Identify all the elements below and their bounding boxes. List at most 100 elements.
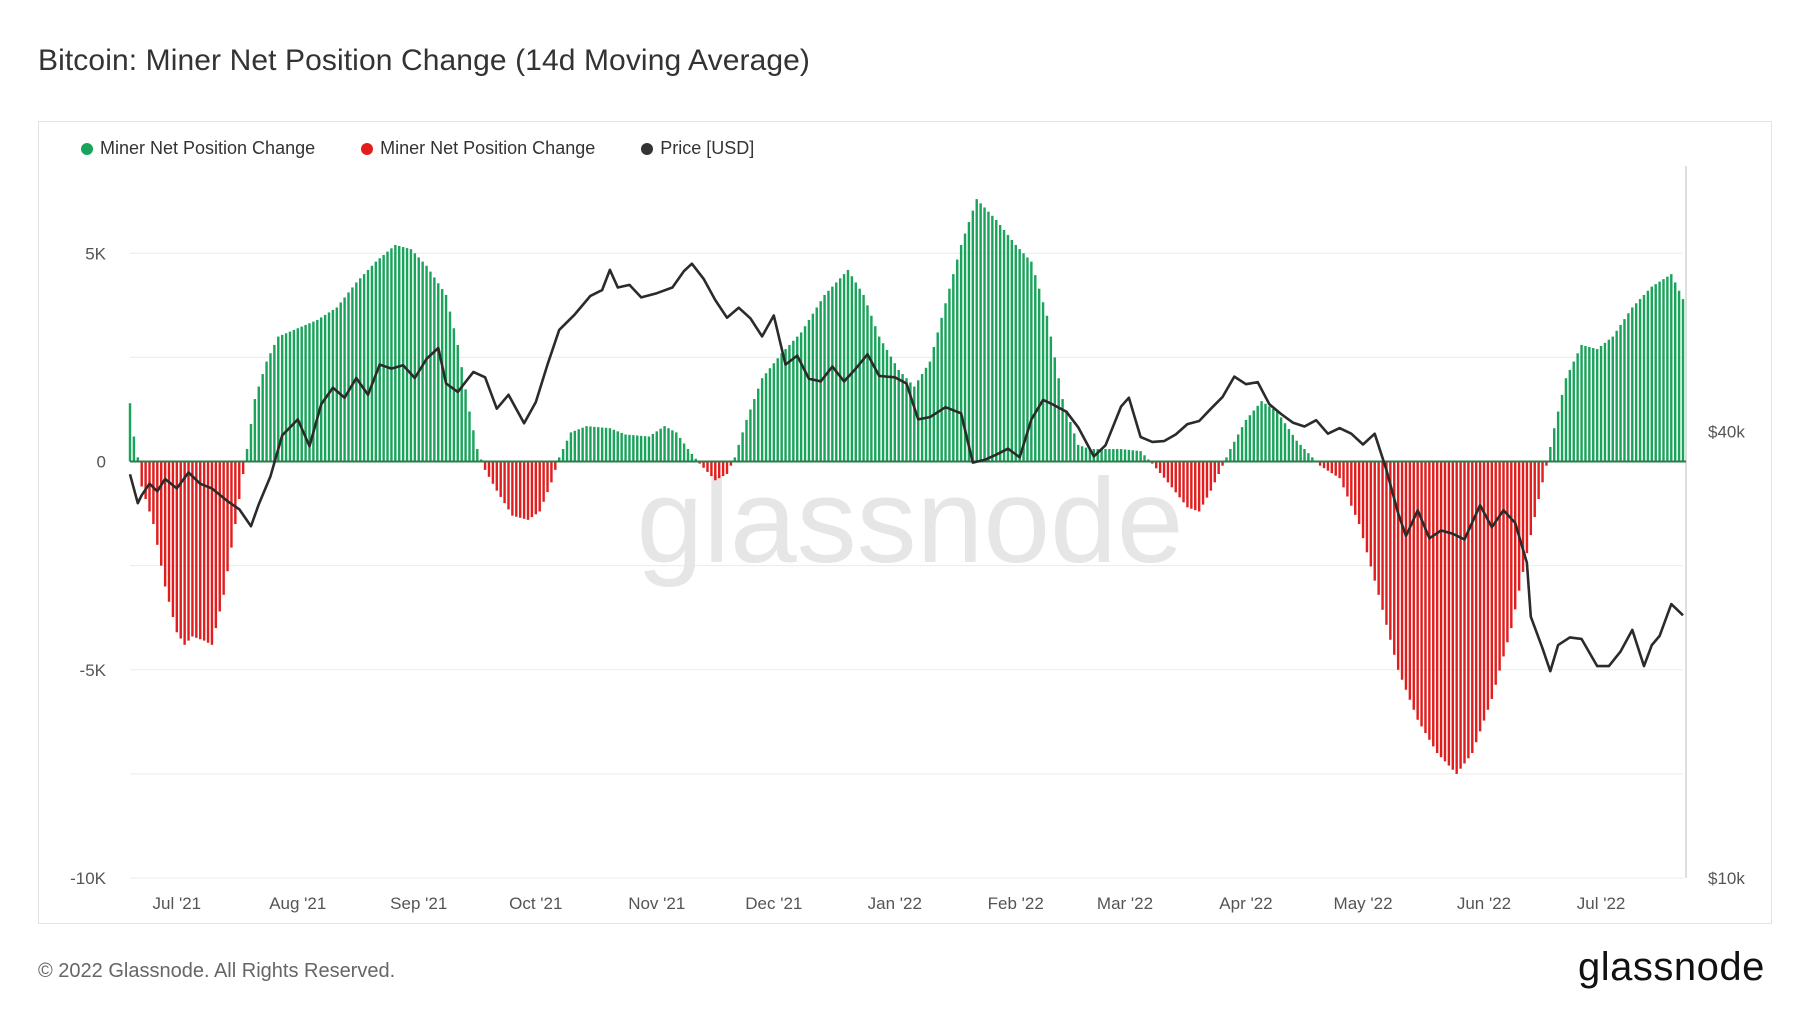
bar-positive	[437, 283, 440, 462]
bar-positive	[1291, 434, 1295, 462]
bar-positive	[1037, 288, 1041, 462]
bar-negative	[199, 461, 202, 640]
bar-negative	[175, 461, 179, 633]
bar-positive	[1638, 299, 1642, 462]
bar-positive	[893, 363, 896, 462]
bar-positive	[1022, 253, 1025, 462]
bar-positive	[1252, 410, 1255, 462]
bar-positive	[737, 444, 740, 462]
bar-positive	[347, 292, 350, 462]
bar-positive	[1096, 449, 1099, 462]
bar-positive	[1283, 423, 1287, 462]
legend-item-price[interactable]: Price [USD]	[641, 138, 754, 159]
bar-positive	[456, 344, 459, 462]
bar-positive	[940, 317, 943, 462]
bar-positive	[593, 426, 596, 462]
bar-negative	[214, 461, 218, 629]
bar-positive	[651, 433, 655, 462]
bar-positive	[831, 286, 834, 462]
bar-positive	[1650, 286, 1653, 462]
bar-positive	[1564, 378, 1568, 462]
bar-positive	[663, 426, 666, 462]
bar-positive	[1275, 411, 1279, 462]
bar-positive	[1006, 234, 1010, 462]
bar-positive	[280, 334, 284, 462]
bar-negative	[1396, 461, 1400, 670]
bar-positive	[269, 353, 272, 462]
bar-positive	[425, 265, 428, 462]
bar-positive	[760, 378, 764, 462]
bar-negative	[1463, 461, 1466, 764]
bar-negative	[1525, 461, 1529, 554]
bar-negative	[238, 461, 241, 500]
bar-positive	[612, 429, 616, 462]
bar-positive	[1229, 449, 1232, 462]
bar-positive	[355, 282, 358, 462]
bar-positive	[1256, 405, 1259, 462]
bar-positive	[1553, 428, 1556, 462]
bar-positive	[807, 319, 811, 462]
y-right-tick-label: $40k	[1708, 422, 1745, 441]
bar-positive	[854, 282, 857, 462]
y-tick-label: 5K	[85, 244, 106, 263]
bar-positive	[924, 367, 928, 462]
bar-negative	[706, 461, 709, 472]
bar-negative	[530, 461, 534, 518]
bar-positive	[694, 458, 697, 462]
bar-positive	[1104, 449, 1107, 462]
bar-positive	[874, 326, 877, 462]
legend-item-positive[interactable]: Miner Net Position Change	[81, 138, 315, 159]
bar-negative	[1174, 461, 1177, 493]
bar-positive	[405, 248, 409, 462]
bar-negative	[1357, 461, 1361, 524]
x-tick-label: Jun '22	[1457, 894, 1511, 913]
bar-positive	[1147, 459, 1150, 462]
bar-positive	[1100, 449, 1103, 462]
bar-negative	[241, 461, 245, 475]
bar-positive	[1225, 457, 1228, 462]
bar-positive	[1236, 434, 1240, 462]
bar-positive	[846, 269, 850, 462]
x-tick-label: Oct '21	[509, 894, 562, 913]
bar-positive	[768, 368, 772, 462]
bar-positive	[413, 253, 417, 462]
bar-positive	[897, 369, 900, 462]
bar-positive	[304, 324, 307, 462]
bar-negative	[542, 461, 545, 502]
bar-positive	[870, 315, 873, 462]
brand-logo[interactable]: glassnode	[1578, 945, 1765, 989]
price-line	[128, 262, 1684, 673]
bar-negative	[721, 461, 725, 477]
bar-negative	[179, 461, 182, 639]
x-tick-label: Jan '22	[868, 894, 922, 913]
bar-positive	[616, 431, 619, 462]
bar-negative	[1439, 461, 1443, 758]
bar-positive	[1233, 441, 1236, 462]
bar-negative	[1389, 461, 1392, 640]
bar-negative	[160, 461, 163, 566]
bar-negative	[140, 461, 143, 487]
bar-positive	[1018, 249, 1021, 462]
bar-negative	[144, 461, 147, 500]
bar-positive	[979, 203, 982, 462]
bar-positive	[1681, 299, 1685, 462]
legend-dot-negative	[361, 142, 374, 155]
bar-negative	[1350, 461, 1353, 506]
bar-positive	[753, 399, 756, 462]
bar-positive	[296, 328, 299, 462]
legend-label-positive: Miner Net Position Change	[100, 138, 316, 158]
bar-negative	[195, 461, 198, 638]
bar-positive	[1264, 403, 1267, 462]
bar-positive	[1572, 361, 1575, 462]
bar-negative	[1517, 461, 1521, 591]
legend: Miner Net Position Change Miner Net Posi…	[81, 138, 800, 159]
bar-negative	[1428, 461, 1431, 740]
bar-positive	[643, 436, 647, 462]
bar-positive	[292, 329, 296, 462]
bar-negative	[1521, 461, 1525, 572]
bar-positive	[967, 222, 971, 462]
legend-item-negative[interactable]: Miner Net Position Change	[361, 138, 595, 159]
bar-positive	[1584, 345, 1587, 462]
bar-positive	[1049, 336, 1053, 462]
bar-positive	[382, 254, 385, 462]
